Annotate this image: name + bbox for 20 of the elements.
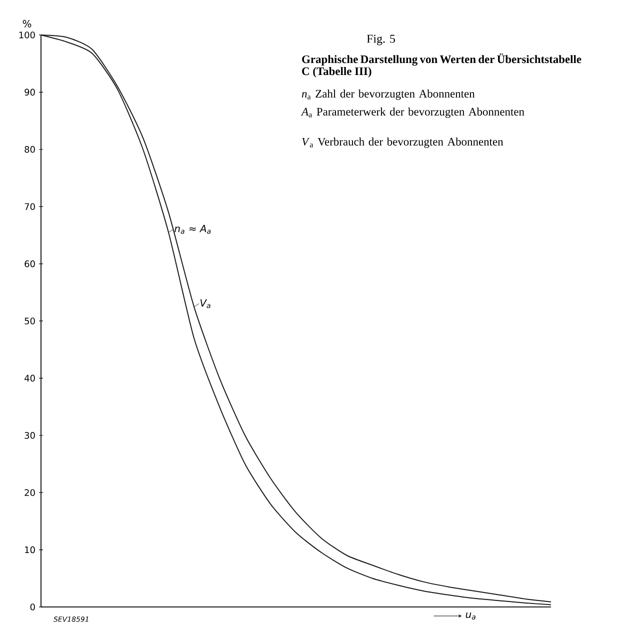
y-tick-label: 40 bbox=[24, 374, 35, 382]
y-tick-label: 70 bbox=[24, 203, 35, 210]
annotation: n$_{a}$ Zahl der bevorzugten Abonnenten bbox=[302, 90, 475, 100]
annotation: A$_{a}$ Parameterwerk der bevorzugten Abonnenten bbox=[300, 108, 524, 118]
y-tick-label: 20 bbox=[24, 489, 35, 496]
y-tick-label: 30 bbox=[24, 432, 35, 439]
text: Graphische Darstellung von Werten der Übersichtstabelle C (Tabelle III) bbox=[302, 54, 582, 78]
series-label: n$_{a}$ ≈ A$_{a}$ bbox=[174, 224, 211, 234]
y-tick-label: 90 bbox=[24, 88, 35, 96]
chart-subtitle: Fig. 5 bbox=[366, 34, 395, 46]
annotation: V$_{a}$ Verbrauch der bevorzugten Abonnenten bbox=[302, 138, 504, 148]
y-tick-label: 50 bbox=[24, 318, 35, 324]
y-tick-label: 100 bbox=[19, 32, 35, 38]
y-tick-label: 0 bbox=[30, 604, 35, 610]
y-tick-label: 10 bbox=[25, 546, 35, 554]
series-label: V$_{a}$ bbox=[200, 299, 210, 308]
x-axis-title: u$_{a}$ bbox=[466, 612, 476, 620]
y-tick-label: 60 bbox=[24, 260, 35, 268]
y-tick-label: 80 bbox=[24, 146, 35, 153]
y-axis-title: % bbox=[22, 20, 32, 28]
